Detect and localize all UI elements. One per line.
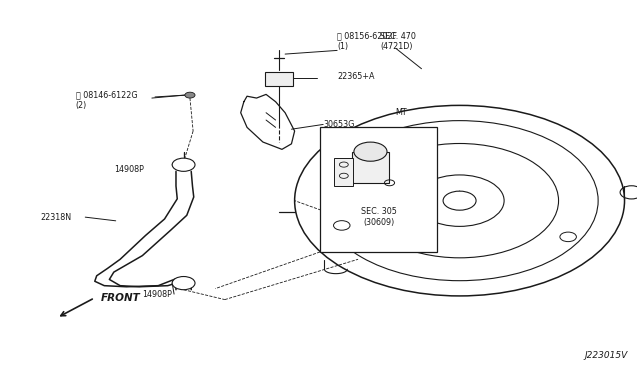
Circle shape <box>172 158 195 171</box>
Text: SEC. 305
(30609): SEC. 305 (30609) <box>361 208 397 227</box>
Bar <box>320 127 437 252</box>
Text: 22318N: 22318N <box>41 213 72 222</box>
Text: 14908P: 14908P <box>114 165 144 174</box>
Circle shape <box>185 92 195 98</box>
Text: FRONT: FRONT <box>101 293 141 303</box>
Text: 22365+A: 22365+A <box>337 71 374 81</box>
Text: 30653G: 30653G <box>323 120 355 129</box>
Bar <box>334 158 353 186</box>
Bar <box>265 72 292 86</box>
Text: Ⓡ 08146-6122G
(2): Ⓡ 08146-6122G (2) <box>76 90 138 110</box>
Circle shape <box>172 276 195 290</box>
Circle shape <box>354 142 387 161</box>
Bar <box>352 152 389 183</box>
Text: 14908P: 14908P <box>142 289 172 299</box>
Circle shape <box>443 191 476 210</box>
Text: Ⓡ 08156-6202F
(1): Ⓡ 08156-6202F (1) <box>337 32 397 51</box>
Text: SEC. 470
(4721D): SEC. 470 (4721D) <box>380 32 416 51</box>
Text: MT: MT <box>395 108 406 117</box>
Text: J223015V: J223015V <box>584 351 628 360</box>
